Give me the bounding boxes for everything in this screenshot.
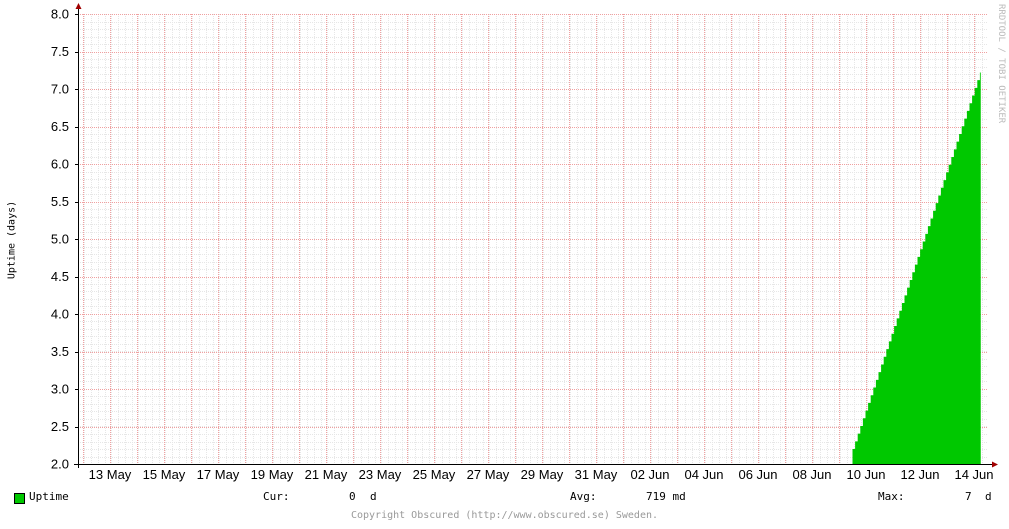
- y-tick-label: 6.0: [51, 157, 69, 172]
- y-tick-label: 2.5: [51, 419, 69, 434]
- uptime-area-series-0: [852, 72, 981, 464]
- major-grid: [78, 14, 988, 464]
- x-tick-label: 17 May: [197, 467, 240, 482]
- x-tick-label: 25 May: [413, 467, 456, 482]
- y-tick-label: 7.5: [51, 44, 69, 59]
- x-tick-label: 06 Jun: [738, 467, 777, 482]
- rrdtool-watermark: RRDTOOL / TOBI OETIKER: [996, 4, 1006, 124]
- y-tick-label: 5.5: [51, 194, 69, 209]
- x-tick-label: 02 Jun: [630, 467, 669, 482]
- axes: [74, 3, 998, 468]
- cur-unit: d: [370, 490, 377, 503]
- avg-label: Avg:: [570, 490, 597, 503]
- x-tick-label: 19 May: [251, 467, 294, 482]
- x-tick-label: 23 May: [359, 467, 402, 482]
- uptime-legend-swatch: [14, 493, 25, 504]
- y-tick-label: 7.0: [51, 82, 69, 97]
- y-tick-label: 8.0: [51, 7, 69, 22]
- x-tick-label: 10 Jun: [846, 467, 885, 482]
- y-tick-label: 2.0: [51, 457, 69, 472]
- y-tick-labels: 2.0 2.5 3.0 3.5 4.0 4.5 5.0 5.5 6.0 6.5 7.0 7.5 8.0: [51, 7, 69, 472]
- max-unit: d: [985, 490, 992, 503]
- max-label: Max:: [878, 490, 905, 503]
- y-tick-label: 5.0: [51, 232, 69, 247]
- y-tick-label: 3.5: [51, 344, 69, 359]
- y-tick-label: 3.0: [51, 382, 69, 397]
- x-tick-label: 04 Jun: [684, 467, 723, 482]
- avg-value: 719 md: [646, 490, 686, 503]
- max-value: 7: [965, 490, 972, 503]
- y-axis-arrow: [75, 3, 82, 9]
- y-tick-label: 4.0: [51, 307, 69, 322]
- x-tick-label: 13 May: [89, 467, 132, 482]
- copyright-footer: Copyright Obscured (http://www.obscured.…: [350, 510, 659, 521]
- y-axis-label: Uptime (days): [6, 200, 18, 280]
- x-axis-arrow: [992, 461, 998, 468]
- x-tick-label: 27 May: [467, 467, 510, 482]
- legend-series-label: Uptime: [29, 490, 69, 503]
- x-tick-label: 12 Jun: [900, 467, 939, 482]
- data-area: [852, 72, 981, 464]
- cur-value: 0: [349, 490, 356, 503]
- legend-row: Uptime Cur: 0 d Avg: 719 md Max: 7 d: [0, 490, 1009, 506]
- x-tick-label: 14 Jun: [954, 467, 993, 482]
- y-tick-label: 6.5: [51, 119, 69, 134]
- x-tick-label: 29 May: [521, 467, 564, 482]
- x-tick-label: 15 May: [143, 467, 186, 482]
- x-tick-label: 08 Jun: [792, 467, 831, 482]
- x-tick-label: 31 May: [575, 467, 618, 482]
- x-tick-labels: 13 May 15 May 17 May 19 May 21 May 23 May 25 M…: [89, 467, 994, 482]
- cur-label: Cur:: [263, 490, 290, 503]
- y-tick-label: 4.5: [51, 269, 69, 284]
- x-tick-label: 21 May: [305, 467, 348, 482]
